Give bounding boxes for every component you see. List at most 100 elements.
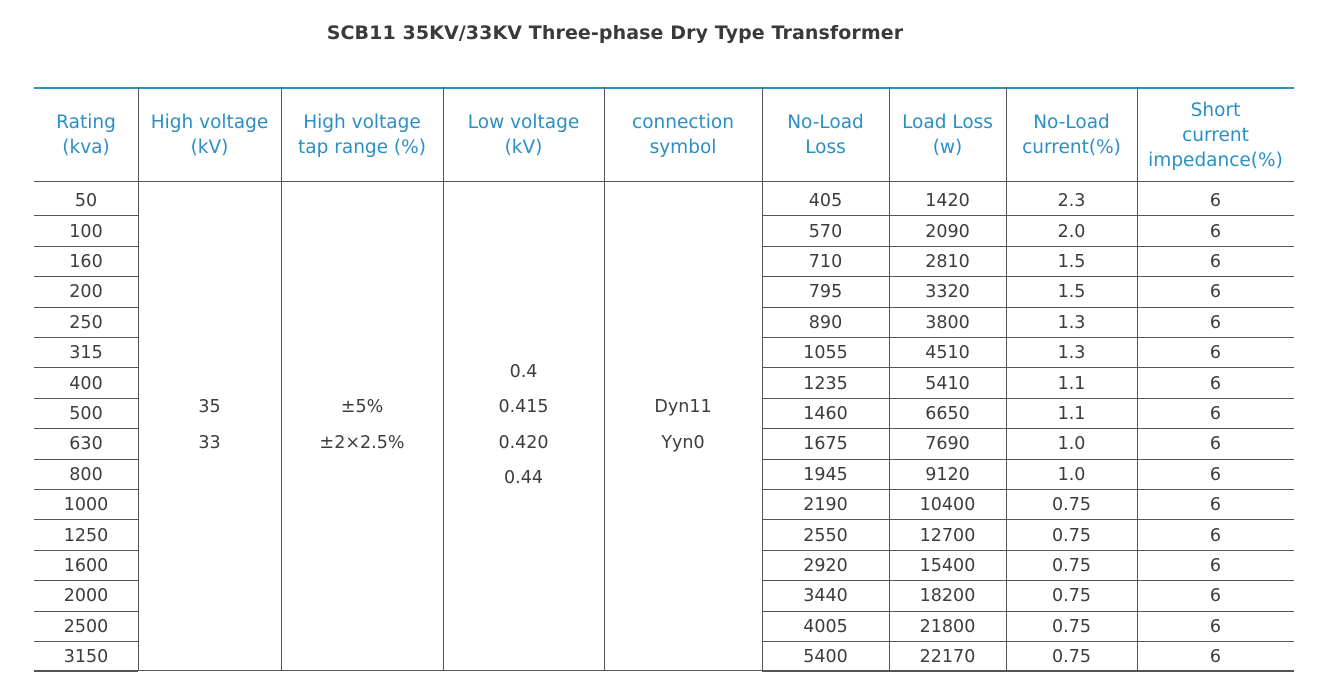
header-line: Low voltage: [467, 112, 580, 133]
rating-cell: 160: [69, 251, 103, 272]
row-rule: [34, 671, 138, 673]
rating-cell: 1600: [63, 555, 109, 576]
load-loss-cell: 21800: [919, 616, 976, 637]
row-rule: [762, 671, 1294, 673]
row-rule: [34, 580, 138, 582]
merged-value: Yyn0: [661, 432, 705, 453]
load-loss-cell: 22170: [919, 647, 976, 668]
impedance-cell: 6: [1209, 221, 1222, 242]
no-load-loss-cell: 1055: [803, 343, 848, 364]
row-rule: [34, 245, 138, 247]
row-rule: [762, 276, 1294, 278]
header-line: Loss: [805, 137, 846, 158]
impedance-cell: 6: [1209, 495, 1222, 516]
merged-value: 35: [198, 397, 221, 418]
column-divider: [604, 87, 605, 671]
no-load-current-cell: 1.5: [1057, 251, 1086, 272]
column-divider: [889, 87, 890, 671]
row-rule: [762, 306, 1294, 308]
column-divider: [1006, 87, 1007, 671]
header-no-load-loss: No-Load Loss: [762, 89, 889, 181]
row-rule: [762, 549, 1294, 551]
no-load-current-cell: 2.0: [1057, 221, 1086, 242]
column-divider: [281, 87, 282, 671]
header-impedance: Short current impedance(%): [1137, 89, 1294, 181]
header-line: impedance(%): [1148, 149, 1283, 171]
no-load-loss-cell: 1235: [803, 373, 848, 394]
merged-value: 0.44: [504, 468, 543, 489]
header-bottom-rule: [34, 181, 1294, 182]
row-rule: [762, 397, 1294, 399]
header-line: Load Loss: [902, 112, 993, 133]
row-rule: [34, 489, 138, 490]
no-load-current-cell: 2.3: [1057, 191, 1086, 212]
low-voltage-merged-cell: 0.4 0.415 0.420 0.44: [443, 181, 604, 670]
merged-value: 0.420: [498, 432, 549, 453]
rating-cell: 800: [69, 464, 103, 485]
load-loss-cell: 6650: [925, 403, 970, 424]
impedance-cell: 6: [1209, 343, 1222, 364]
row-rule: [762, 458, 1294, 460]
row-rule: [34, 428, 138, 430]
rating-cell: 1250: [63, 525, 109, 546]
no-load-loss-cell: 4005: [803, 616, 848, 637]
rating-cell: 100: [69, 221, 103, 242]
impedance-cell: 6: [1209, 525, 1222, 546]
row-rule: [34, 641, 138, 642]
header-line: High voltage: [150, 112, 269, 133]
tap-range-merged-cell: ±5% ±2×2.5%: [281, 181, 443, 670]
page-title: SCB11 35KV/33KV Three-phase Dry Type Tra…: [326, 22, 904, 44]
header-line: Rating: [56, 112, 116, 133]
header-line: symbol: [649, 137, 717, 158]
impedance-cell: 6: [1209, 403, 1222, 424]
row-rule: [762, 215, 1294, 217]
table-bottom-rule: [34, 670, 1294, 672]
rating-cell: 3150: [63, 647, 109, 668]
row-rule: [34, 215, 138, 217]
merged-value: ±2×2.5%: [319, 432, 405, 453]
impedance-cell: 6: [1209, 434, 1222, 455]
no-load-loss-cell: 5400: [803, 647, 848, 668]
header-line: current(%): [1022, 137, 1121, 158]
merged-value: 33: [198, 432, 221, 453]
header-line: High voltage: [303, 112, 421, 133]
load-loss-cell: 15400: [919, 555, 976, 576]
column-divider: [1137, 87, 1138, 671]
row-rule: [762, 428, 1294, 430]
rating-cell: 200: [69, 282, 103, 303]
header-line: (w): [932, 137, 963, 158]
row-rule: [762, 489, 1294, 490]
load-loss-cell: 9120: [925, 464, 970, 485]
no-load-current-cell: 0.75: [1052, 495, 1091, 516]
header-rating: Rating (kva): [34, 89, 138, 181]
impedance-cell: 6: [1209, 616, 1222, 637]
impedance-cell: 6: [1209, 555, 1222, 576]
header-high-voltage: High voltage (kV): [138, 89, 281, 181]
no-load-loss-cell: 2920: [803, 555, 848, 576]
no-load-current-cell: 1.0: [1057, 464, 1086, 485]
merged-value: ±5%: [340, 397, 384, 418]
impedance-cell: 6: [1209, 251, 1222, 272]
load-loss-cell: 3800: [925, 312, 970, 333]
no-load-current-cell: 1.1: [1057, 373, 1086, 394]
row-rule: [762, 641, 1294, 642]
row-rule: [762, 367, 1294, 369]
no-load-current-cell: 1.3: [1057, 312, 1086, 333]
rating-cell: 630: [69, 434, 103, 455]
no-load-current-cell: 1.1: [1057, 403, 1086, 424]
load-loss-cell: 7690: [925, 434, 970, 455]
header-line: (kV): [190, 137, 229, 158]
header-line: connection: [632, 112, 734, 133]
high-voltage-merged-cell: 35 33: [138, 181, 281, 670]
row-rule: [34, 367, 138, 369]
load-loss-cell: 1420: [925, 191, 970, 212]
no-load-loss-cell: 1460: [803, 403, 848, 424]
no-load-loss-cell: 710: [808, 251, 843, 272]
no-load-loss-cell: 1675: [803, 434, 848, 455]
row-rule: [762, 519, 1294, 521]
impedance-cell: 6: [1209, 647, 1222, 668]
no-load-loss-cell: 890: [808, 312, 843, 333]
connection-merged-cell: Dyn11 Yyn0: [604, 181, 762, 670]
header-line: current: [1182, 124, 1249, 146]
